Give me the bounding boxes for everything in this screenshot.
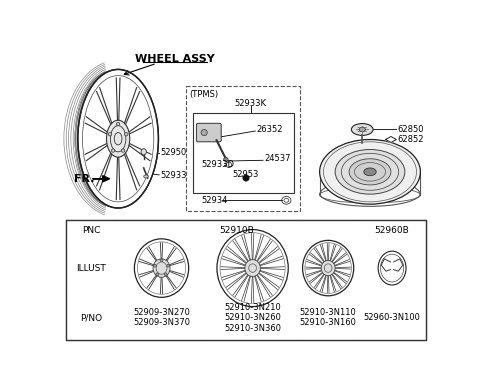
Ellipse shape [160, 259, 163, 262]
Ellipse shape [117, 122, 120, 126]
Ellipse shape [217, 230, 288, 306]
Text: 52960B: 52960B [375, 226, 409, 235]
Text: 52910-3N110
52910-3N160: 52910-3N110 52910-3N160 [300, 308, 357, 327]
Ellipse shape [224, 157, 228, 161]
Ellipse shape [359, 127, 365, 132]
Text: 52910B: 52910B [220, 226, 254, 235]
Text: 52933K: 52933K [235, 99, 267, 108]
Ellipse shape [302, 240, 354, 296]
Text: 52910-3N210
52910-3N260
52910-3N360: 52910-3N210 52910-3N260 52910-3N360 [224, 303, 281, 333]
Text: 52960-3N100: 52960-3N100 [364, 313, 420, 322]
Ellipse shape [320, 139, 420, 204]
Ellipse shape [78, 69, 158, 208]
Text: 62850: 62850 [397, 125, 424, 134]
Ellipse shape [349, 159, 391, 185]
Text: 52953: 52953 [232, 169, 258, 179]
Ellipse shape [364, 168, 376, 176]
Text: 52950: 52950 [161, 148, 187, 157]
FancyArrow shape [93, 176, 109, 182]
Text: (TPMS): (TPMS) [190, 90, 218, 98]
Text: 52933D: 52933D [201, 161, 234, 169]
Ellipse shape [121, 149, 125, 152]
Bar [193, 113, 294, 193]
Bar [66, 220, 426, 340]
Text: ILLUST: ILLUST [76, 264, 106, 273]
Ellipse shape [156, 273, 159, 276]
Ellipse shape [153, 259, 170, 277]
Ellipse shape [164, 273, 167, 276]
Text: 52933: 52933 [161, 171, 187, 180]
Text: WHEEL ASSY: WHEEL ASSY [135, 54, 215, 64]
Text: 24537: 24537 [264, 154, 291, 163]
Ellipse shape [134, 239, 189, 297]
Ellipse shape [107, 120, 130, 157]
Text: 62852: 62852 [397, 135, 424, 144]
Polygon shape [385, 137, 396, 142]
Bar [186, 86, 300, 211]
Ellipse shape [245, 260, 260, 276]
Ellipse shape [167, 264, 169, 267]
Ellipse shape [378, 251, 406, 285]
Text: PNC: PNC [82, 226, 100, 235]
Ellipse shape [108, 132, 112, 136]
Ellipse shape [243, 175, 249, 181]
Ellipse shape [111, 149, 115, 152]
Ellipse shape [144, 175, 148, 178]
Ellipse shape [351, 124, 373, 135]
Ellipse shape [154, 264, 156, 267]
Text: 52934: 52934 [201, 196, 228, 205]
Ellipse shape [141, 149, 146, 155]
Ellipse shape [124, 132, 128, 136]
Ellipse shape [321, 261, 335, 276]
FancyBboxPatch shape [196, 123, 221, 142]
Text: P/NO: P/NO [80, 313, 102, 322]
Ellipse shape [335, 149, 405, 194]
Text: 52909-3N270
52909-3N370: 52909-3N270 52909-3N370 [133, 308, 190, 327]
Ellipse shape [201, 129, 207, 135]
Text: 26352: 26352 [257, 125, 283, 134]
Text: FR.: FR. [74, 174, 95, 184]
